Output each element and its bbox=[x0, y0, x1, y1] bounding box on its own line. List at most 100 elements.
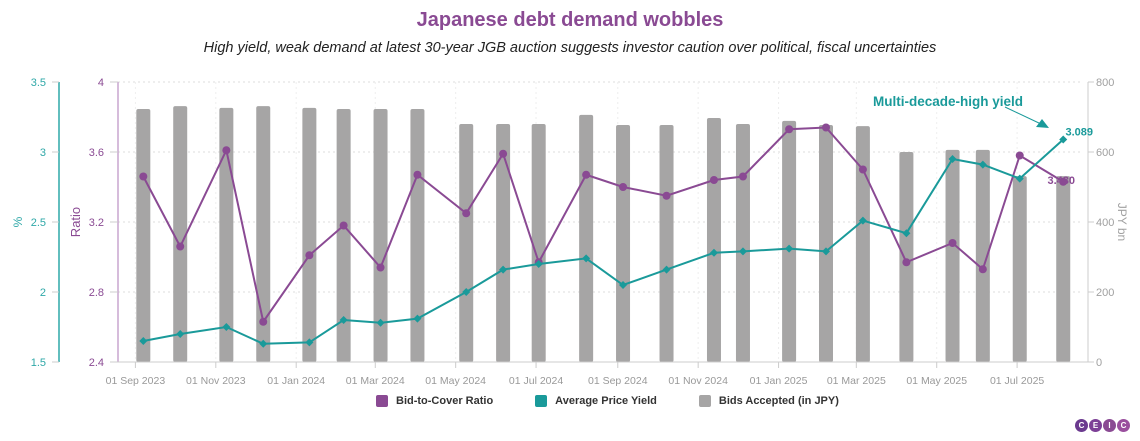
point-yield bbox=[305, 338, 314, 347]
point-ratio bbox=[1059, 177, 1068, 186]
point-ratio bbox=[259, 317, 268, 326]
bar-bids-accepted bbox=[616, 125, 631, 362]
point-yield bbox=[738, 247, 747, 256]
bar-bids-accepted bbox=[302, 107, 317, 363]
point-yield bbox=[662, 265, 671, 274]
point-ratio bbox=[305, 251, 314, 260]
point-ratio bbox=[662, 191, 671, 200]
bar-bids-accepted bbox=[945, 149, 960, 362]
bar-bids-accepted bbox=[735, 124, 750, 362]
bar-bids-accepted bbox=[373, 108, 388, 362]
legend-label-yield: Average Price Yield bbox=[555, 395, 657, 407]
point-ratio bbox=[948, 239, 957, 247]
legend-label-bids: Bids Accepted (in JPY) bbox=[718, 395, 839, 407]
point-yield bbox=[534, 260, 543, 268]
point-ratio bbox=[902, 258, 911, 267]
point-ratio bbox=[582, 170, 591, 179]
ceic-logo: C E I C bbox=[1075, 419, 1130, 432]
legend-item-bids[interactable]: Bids Accepted (in JPY) bbox=[698, 395, 839, 407]
jpy-tick-label: 200 bbox=[1096, 287, 1114, 299]
ratio-tick-label: 3.2 bbox=[89, 217, 104, 229]
ratio-tick-label: 3.6 bbox=[89, 147, 104, 159]
x-tick-label: 01 Jul 2024 bbox=[509, 375, 563, 387]
x-tick-label: 01 Jan 2024 bbox=[267, 375, 325, 387]
point-ratio bbox=[738, 172, 747, 181]
bar-bids-accepted bbox=[531, 124, 546, 362]
point-yield bbox=[376, 318, 385, 327]
ratio-axis-title: Ratio bbox=[68, 207, 83, 237]
point-yield bbox=[462, 288, 471, 296]
bar-bids-accepted bbox=[336, 108, 351, 362]
bar-bids-accepted bbox=[410, 108, 425, 362]
point-yield bbox=[902, 229, 911, 238]
x-tick-label: 01 May 2025 bbox=[906, 375, 967, 387]
point-ratio bbox=[499, 149, 508, 158]
point-yield bbox=[709, 248, 718, 257]
bar-bids-accepted bbox=[1012, 176, 1027, 362]
x-tick-label: 01 Sep 2024 bbox=[588, 375, 648, 387]
bids-bars bbox=[136, 106, 1071, 363]
data-label-ratio: 3.430 bbox=[1047, 175, 1075, 187]
bar-bids-accepted bbox=[659, 125, 674, 362]
legend-item-ratio[interactable]: Bid-to-Cover Ratio bbox=[376, 395, 493, 407]
point-yield bbox=[822, 247, 831, 256]
legend-swatch-ratio bbox=[376, 395, 388, 407]
point-ratio bbox=[176, 242, 185, 251]
point-ratio bbox=[858, 165, 867, 174]
bar-bids-accepted bbox=[173, 106, 188, 363]
point-yield bbox=[139, 337, 148, 345]
point-yield bbox=[978, 160, 987, 169]
point-yield bbox=[619, 281, 628, 289]
legend-swatch-yield bbox=[535, 395, 548, 407]
point-yield bbox=[176, 330, 185, 338]
x-tick-label: 01 Mar 2025 bbox=[827, 375, 886, 387]
x-tick-label: 01 Jul 2025 bbox=[990, 375, 1044, 387]
point-ratio bbox=[222, 146, 231, 155]
line-ratio bbox=[142, 126, 1064, 325]
axes: 01 Sep 2023 01 Nov 2023 01 Jan 2024 01 Mar … bbox=[11, 77, 1129, 387]
point-ratio bbox=[376, 263, 385, 272]
point-ratio bbox=[413, 170, 422, 179]
ratio-tick-label: 4 bbox=[98, 77, 104, 89]
bar-bids-accepted bbox=[496, 124, 511, 362]
point-yield bbox=[858, 216, 867, 225]
annotation-text: Multi-decade-high yield bbox=[873, 94, 1023, 109]
point-yield bbox=[948, 155, 957, 163]
x-tick-label: 01 Nov 2023 bbox=[186, 375, 246, 387]
x-tick-label: 01 Jan 2025 bbox=[750, 375, 808, 387]
point-yield bbox=[259, 339, 268, 348]
legend-item-yield[interactable]: Average Price Yield bbox=[535, 395, 657, 407]
point-yield bbox=[1015, 174, 1024, 183]
point-ratio bbox=[462, 209, 471, 218]
chart-title: Japanese debt demand wobbles bbox=[416, 9, 724, 31]
x-tick-label: 01 Mar 2024 bbox=[346, 375, 405, 387]
x-tick-label: 01 Sep 2023 bbox=[106, 375, 166, 387]
jpy-tick-label: 600 bbox=[1096, 147, 1114, 159]
bar-bids-accepted bbox=[899, 152, 914, 362]
bar-bids-accepted bbox=[136, 108, 151, 362]
logo-letter: C bbox=[1117, 419, 1130, 432]
point-yield bbox=[339, 316, 348, 324]
logo-letter: E bbox=[1089, 419, 1102, 432]
bar-bids-accepted bbox=[256, 106, 271, 363]
series-lines bbox=[139, 123, 1068, 348]
jpy-tick-label: 800 bbox=[1096, 77, 1114, 89]
bar-bids-accepted bbox=[706, 118, 721, 362]
legend: Bid-to-Cover Ratio Average Price Yield B… bbox=[376, 395, 839, 407]
annotation-arrow-line bbox=[1004, 106, 1042, 125]
chart-subtitle: High yield, weak demand at latest 30-yea… bbox=[203, 40, 937, 56]
bar-bids-accepted bbox=[1056, 176, 1071, 362]
pct-tick-label: 3 bbox=[40, 147, 46, 159]
logo-letter: C bbox=[1075, 419, 1088, 432]
point-ratio bbox=[709, 176, 718, 184]
pct-tick-label: 2 bbox=[40, 287, 46, 299]
bar-bids-accepted bbox=[219, 107, 234, 363]
bar-bids-accepted bbox=[579, 114, 594, 363]
annotations: 3.089 3.430 Multi-decade-high yield bbox=[873, 94, 1093, 187]
point-ratio bbox=[619, 183, 628, 191]
point-ratio bbox=[822, 123, 831, 132]
data-label-yield: 3.089 bbox=[1065, 127, 1093, 139]
ratio-tick-label: 2.4 bbox=[89, 357, 104, 369]
point-yield bbox=[499, 265, 508, 274]
bar-bids-accepted bbox=[819, 125, 834, 362]
